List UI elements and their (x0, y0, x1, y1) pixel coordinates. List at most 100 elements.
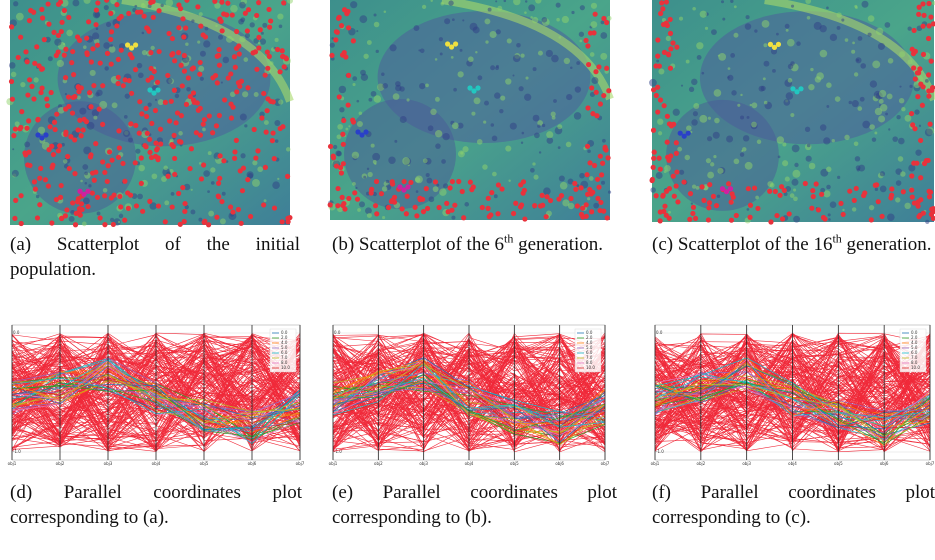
texture (388, 156, 395, 163)
texture (240, 17, 245, 22)
red-point (674, 151, 679, 156)
red-point (444, 201, 449, 206)
red-point (73, 222, 78, 227)
texture (888, 128, 890, 130)
red-point (95, 0, 100, 5)
red-point (167, 118, 172, 123)
texture (546, 131, 553, 138)
red-point (460, 189, 465, 194)
red-point (198, 60, 203, 65)
red-point (232, 54, 237, 59)
texture (842, 209, 844, 211)
texture (785, 24, 790, 29)
red-point (926, 88, 931, 93)
texture (203, 170, 210, 177)
texture (373, 160, 377, 164)
red-point (601, 93, 606, 98)
red-point (170, 51, 175, 56)
texture (600, 32, 607, 39)
red-point (341, 161, 346, 166)
texture (745, 162, 753, 170)
texture (553, 99, 557, 103)
texture (485, 40, 488, 43)
red-point (153, 141, 158, 146)
red-point (767, 189, 772, 194)
red-point (707, 182, 712, 187)
red-point (486, 196, 491, 201)
texture (520, 54, 524, 58)
red-point (202, 220, 207, 225)
texture (590, 52, 595, 57)
red-point (662, 204, 667, 209)
texture (516, 43, 521, 48)
red-point (668, 153, 673, 158)
texture (679, 17, 683, 21)
texture (453, 88, 457, 92)
texture (741, 150, 743, 152)
red-point (926, 189, 931, 194)
red-point (920, 103, 925, 108)
texture (200, 77, 204, 81)
texture (148, 103, 152, 107)
red-point (180, 16, 185, 21)
red-point (166, 31, 171, 36)
scatterplot-image (6, 0, 293, 227)
texture (395, 81, 401, 87)
red-point (917, 5, 922, 10)
red-point (122, 218, 127, 223)
red-point (9, 79, 14, 84)
red-point (651, 156, 656, 161)
red-point (282, 64, 287, 69)
texture (587, 149, 591, 153)
texture (792, 145, 800, 153)
texture (88, 184, 91, 187)
caption-label: (a) (10, 234, 31, 255)
red-point (408, 180, 413, 185)
axis-label: obj3 (742, 461, 751, 466)
red-point (137, 99, 142, 104)
red-point (38, 166, 43, 171)
red-point (149, 121, 154, 126)
texture (734, 5, 737, 8)
red-point (105, 179, 110, 184)
texture (390, 44, 397, 51)
texture (109, 46, 116, 53)
red-point (265, 96, 270, 101)
red-point (170, 204, 175, 209)
red-point (266, 7, 271, 12)
red-point (921, 13, 926, 18)
highlight-point (405, 184, 410, 189)
red-point (126, 206, 131, 211)
highlight-point (475, 85, 480, 90)
texture (468, 56, 474, 62)
red-point (241, 166, 246, 171)
texture (79, 108, 86, 115)
red-point (263, 165, 268, 170)
red-point (13, 198, 18, 203)
texture (591, 3, 597, 9)
red-point (869, 217, 874, 222)
red-point (37, 176, 42, 181)
texture (333, 145, 337, 149)
axis-label: obj1 (651, 461, 660, 466)
parallel-coordinates-plot: 0.0-0.2-0.4-0.6-0.8-1.0obj1obj2obj3obj4o… (8, 325, 305, 466)
red-point (655, 53, 660, 58)
red-point (261, 91, 266, 96)
caption-text: Parallel coordinates plot corresponding … (10, 482, 302, 528)
red-point (593, 69, 598, 74)
texture (252, 179, 260, 187)
red-point (108, 37, 113, 42)
red-point (658, 167, 663, 172)
texture (508, 180, 510, 182)
red-point (98, 60, 103, 65)
texture (593, 203, 599, 209)
texture (135, 149, 140, 154)
texture (543, 187, 551, 195)
red-point (413, 205, 418, 210)
texture (230, 5, 238, 13)
red-point (182, 219, 187, 224)
texture (809, 163, 816, 170)
red-point (186, 75, 191, 80)
red-point (163, 219, 168, 224)
texture (657, 119, 663, 125)
